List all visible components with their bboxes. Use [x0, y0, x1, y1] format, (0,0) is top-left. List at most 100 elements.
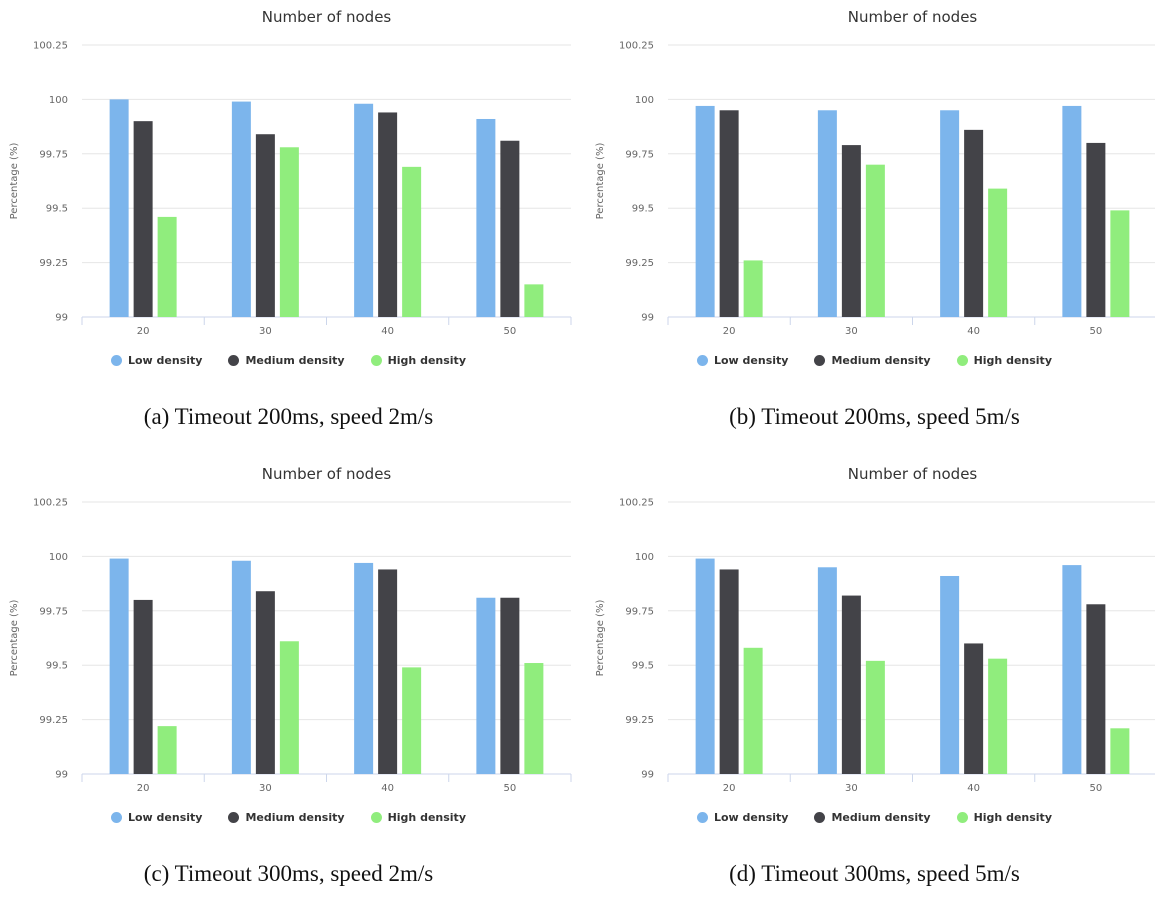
- legend-swatch: [696, 812, 708, 823]
- legend-label: High density: [973, 354, 1052, 367]
- x-tick-label: 30: [845, 783, 858, 794]
- y-tick-label: 100: [49, 95, 68, 106]
- bar-high-density: [743, 647, 763, 774]
- x-tick-label: 40: [381, 326, 394, 337]
- chart-title: Number of nodes: [262, 8, 392, 26]
- legend-swatch: [110, 355, 122, 366]
- legend-swatch: [956, 812, 968, 823]
- legend-item[interactable]: Medium density: [814, 354, 931, 367]
- legend-label: Low density: [127, 354, 203, 367]
- legend-item[interactable]: High density: [370, 811, 466, 824]
- bar-medium-density: [1086, 142, 1106, 317]
- x-tick-label: 50: [504, 326, 517, 337]
- legend-swatch: [370, 355, 382, 366]
- legend-item[interactable]: Low density: [110, 354, 203, 367]
- y-axis-label: Percentage (%): [595, 143, 606, 220]
- bar-high-density: [524, 663, 544, 774]
- bar-chart: Number of nodes Percentage (%) 99 99.25 99.5…: [595, 8, 1155, 337]
- legend-swatch: [110, 812, 122, 823]
- legend-item[interactable]: Medium density: [814, 811, 931, 824]
- chart-title: Number of nodes: [262, 465, 392, 483]
- bar-medium-density: [133, 599, 153, 774]
- bar-high-density: [1110, 728, 1130, 774]
- chart-panel: Number of nodes Percentage (%) 99 99.25 99.5…: [0, 0, 577, 446]
- legend-item[interactable]: High density: [956, 354, 1052, 367]
- bar-low-density: [817, 110, 837, 317]
- y-tick-label: 99: [641, 313, 654, 324]
- bar-low-density: [940, 575, 960, 774]
- y-tick-label: 99.5: [632, 204, 654, 215]
- x-tick-label: 30: [845, 326, 858, 337]
- bar-low-density: [1062, 565, 1082, 774]
- y-tick-label: 99.5: [632, 661, 654, 672]
- legend-label: High density: [387, 811, 466, 824]
- y-tick-label: 99.25: [625, 715, 654, 726]
- y-tick-label: 100.25: [33, 498, 68, 509]
- x-tick-label: 20: [723, 326, 736, 337]
- bar-low-density: [695, 105, 715, 317]
- bar-medium-density: [964, 643, 984, 774]
- y-tick-label: 100: [635, 95, 654, 106]
- legend-item[interactable]: Low density: [696, 811, 789, 824]
- bar-low-density: [1062, 105, 1082, 317]
- y-tick-label: 99: [55, 313, 68, 324]
- bar-medium-density: [964, 129, 984, 317]
- y-tick-label: 100.25: [33, 41, 68, 52]
- bar-low-density: [695, 558, 715, 774]
- legend-item[interactable]: Low density: [696, 354, 788, 367]
- legend-label: High density: [973, 811, 1052, 824]
- chart-title: Number of nodes: [848, 8, 978, 26]
- bar-low-density: [476, 597, 496, 774]
- y-tick-label: 100: [49, 552, 68, 563]
- legend-swatch: [814, 812, 826, 823]
- legend-item[interactable]: Medium density: [228, 811, 345, 824]
- legend-swatch: [370, 812, 382, 823]
- bar-low-density: [231, 560, 251, 774]
- legend-swatch: [696, 355, 708, 366]
- chart-panel: Number of nodes Percentage (%) 99 99.25 99.5…: [586, 0, 1155, 446]
- bar-low-density: [231, 101, 251, 318]
- chart-panel: Number of nodes Percentage (%) 99 99.25 99.5…: [0, 457, 577, 903]
- x-tick-label: 50: [1090, 326, 1103, 337]
- legend-item[interactable]: High density: [956, 811, 1052, 824]
- y-tick-label: 99.5: [46, 204, 68, 215]
- bar-medium-density: [500, 140, 520, 317]
- legend: Low density Medium density High density: [0, 811, 577, 824]
- legend-swatch: [228, 812, 240, 823]
- bar-low-density: [476, 118, 496, 317]
- y-tick-label: 99.75: [39, 606, 68, 617]
- legend-label: Medium density: [831, 354, 931, 367]
- figure-caption: (c) Timeout 300ms, speed 2m/s: [143, 861, 434, 886]
- x-tick-label: 50: [504, 783, 517, 794]
- legend-item[interactable]: Low density: [110, 811, 202, 824]
- y-tick-label: 99.5: [46, 661, 68, 672]
- legend-item[interactable]: High density: [370, 354, 466, 367]
- legend-swatch: [228, 355, 240, 366]
- y-tick-label: 100.25: [619, 498, 654, 509]
- y-tick-label: 99.75: [625, 149, 654, 160]
- x-tick-label: 30: [259, 783, 272, 794]
- bar-high-density: [524, 284, 544, 317]
- bar-medium-density: [500, 597, 520, 774]
- bar-medium-density: [841, 595, 861, 774]
- bar-medium-density: [1086, 604, 1106, 774]
- y-tick-label: 100.25: [619, 41, 654, 52]
- bar-medium-density: [133, 121, 153, 317]
- bar-high-density: [865, 164, 885, 317]
- legend-label: Low density: [713, 811, 789, 824]
- bar-medium-density: [255, 591, 275, 774]
- y-tick-label: 99.75: [39, 149, 68, 160]
- x-tick-label: 40: [381, 783, 394, 794]
- bar-high-density: [988, 188, 1008, 317]
- y-tick-label: 100: [635, 552, 654, 563]
- bar-low-density: [940, 110, 960, 317]
- x-tick-label: 20: [137, 783, 150, 794]
- legend-label: Medium density: [831, 811, 931, 824]
- legend-item[interactable]: Medium density: [228, 354, 345, 367]
- x-tick-label: 50: [1090, 783, 1103, 794]
- legend: Low density Medium density High density: [586, 354, 1155, 367]
- bar-medium-density: [719, 110, 739, 317]
- bar-chart: Number of nodes Percentage (%) 99 99.25 99.5…: [9, 465, 572, 794]
- legend-label: High density: [387, 354, 466, 367]
